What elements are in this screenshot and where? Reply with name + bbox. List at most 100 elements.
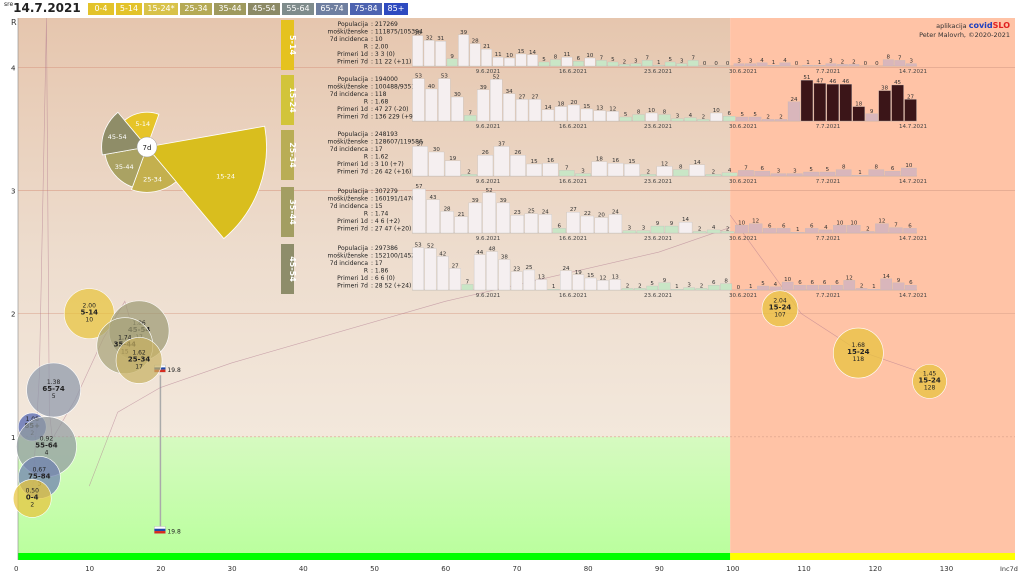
age-button-5564[interactable]: 55-64 bbox=[282, 3, 314, 15]
panel-bar bbox=[412, 146, 428, 177]
rose-segment-45-54 bbox=[101, 111, 148, 156]
panel-bar bbox=[684, 117, 697, 122]
bar-value: 8 bbox=[679, 165, 683, 171]
stat-name: Primeri 7d bbox=[337, 226, 368, 233]
bar-value: 42 bbox=[439, 251, 446, 257]
panel-group-label: 25-34 bbox=[288, 142, 297, 168]
stat-name: Populacija bbox=[338, 188, 369, 195]
stat-name: moški/ženske bbox=[327, 84, 368, 91]
panel-bar bbox=[875, 223, 889, 234]
bar-value: 6 bbox=[909, 280, 913, 286]
panel-bar bbox=[658, 282, 671, 291]
bubble-inc: 10 bbox=[85, 317, 93, 324]
age-button-3544[interactable]: 35-44 bbox=[214, 3, 246, 15]
stat-name: 7d incidenca bbox=[330, 203, 369, 210]
panel-bar bbox=[695, 288, 708, 291]
age-button-4554[interactable]: 45-54 bbox=[248, 3, 280, 15]
age-button-04[interactable]: 0-4 bbox=[88, 3, 114, 15]
bar-value: 30 bbox=[454, 92, 461, 98]
bar-value: 12 bbox=[661, 161, 668, 167]
bar-value: 10 bbox=[784, 277, 791, 283]
age-button-7584[interactable]: 75-84 bbox=[350, 3, 382, 15]
panel-bar bbox=[843, 280, 856, 291]
panel-bar bbox=[510, 271, 523, 291]
age-button-1524[interactable]: 15-24* bbox=[144, 3, 178, 15]
bar-value: 16 bbox=[612, 158, 619, 164]
rose-segment-35-44 bbox=[104, 146, 148, 188]
panel-bar bbox=[493, 146, 510, 177]
bubble-r: 2.04 bbox=[773, 298, 787, 305]
panel-date: 7.7.2021 bbox=[816, 179, 841, 185]
bubble-25-34 bbox=[115, 337, 163, 384]
stat-name: Populacija bbox=[338, 21, 369, 28]
panel-date: 23.6.2021 bbox=[644, 236, 672, 242]
bar-value: 8 bbox=[887, 55, 891, 61]
bubble-65-74 bbox=[26, 362, 81, 418]
y-tick-label: 1 bbox=[11, 434, 15, 442]
x-tick-label: 80 bbox=[584, 565, 593, 573]
bar-value: 7 bbox=[744, 165, 748, 171]
bar-value: 27 bbox=[532, 94, 539, 100]
panel-bar bbox=[461, 284, 474, 291]
panel-bar bbox=[595, 60, 607, 67]
panel-bar bbox=[435, 41, 447, 67]
bar-value: 8 bbox=[637, 110, 641, 116]
bar-value: 3 bbox=[793, 169, 797, 175]
x-axis-title: Inc7d bbox=[1000, 565, 1018, 573]
panel-bar bbox=[560, 270, 572, 291]
bar-value: 6 bbox=[577, 56, 581, 62]
bar-value: 5 bbox=[668, 57, 672, 63]
panel-bar bbox=[458, 34, 470, 67]
panel-bar bbox=[523, 269, 535, 291]
panel-bar bbox=[819, 229, 833, 234]
stat-name: R bbox=[364, 44, 368, 51]
stat-name: Populacija bbox=[338, 76, 369, 83]
panel-bar bbox=[412, 35, 424, 67]
bar-value: 7 bbox=[469, 110, 473, 116]
panel-bar bbox=[884, 171, 901, 177]
stat-value: : 160191/147088 bbox=[371, 196, 423, 203]
bar-value: 3 bbox=[581, 169, 585, 175]
panel-bar bbox=[733, 63, 745, 67]
panel-group-label: 35-44 bbox=[288, 199, 297, 225]
bar-value: 28 bbox=[472, 39, 479, 45]
top-bar: sre14.7.2021 0-4 5-14 15-24* 25-34 35-44 45-5… bbox=[0, 0, 1024, 18]
bar-value: 7 bbox=[600, 55, 604, 61]
bar-value: 3 bbox=[634, 59, 638, 65]
panel-bar bbox=[664, 225, 679, 234]
panel-bar bbox=[561, 57, 573, 67]
bar-value: 2 bbox=[702, 114, 706, 120]
age-button-514[interactable]: 5-14 bbox=[116, 3, 142, 15]
panel-bar bbox=[498, 259, 511, 291]
age-button-2534[interactable]: 25-34 bbox=[180, 3, 212, 15]
bar-value: 27 bbox=[519, 94, 526, 100]
bar-value: 7 bbox=[646, 55, 650, 61]
panel-bar bbox=[658, 114, 671, 122]
panel-bar bbox=[689, 164, 705, 177]
bubble-r: 1.45 bbox=[923, 370, 937, 377]
panel-bar bbox=[436, 256, 449, 291]
stat-value: : 26 42 (+16) bbox=[371, 169, 411, 176]
x-tick-label: 20 bbox=[156, 565, 165, 573]
bar-value: 11 bbox=[563, 52, 570, 58]
panel-date: 14.7.2021 bbox=[899, 236, 927, 242]
panel-bar bbox=[619, 116, 632, 122]
bar-value: 9 bbox=[870, 109, 874, 115]
x-tick-label: 0 bbox=[14, 565, 18, 573]
panel-bar bbox=[607, 163, 624, 177]
age-button-85+[interactable]: 85+ bbox=[384, 3, 408, 15]
panel-bar bbox=[787, 173, 803, 177]
x-tick-label: 120 bbox=[869, 565, 882, 573]
bar-value: 8 bbox=[875, 165, 879, 171]
panel-bar bbox=[852, 106, 865, 122]
bubble-15-24 bbox=[833, 327, 884, 379]
panel-bar bbox=[541, 109, 555, 122]
panel-date: 14.7.2021 bbox=[899, 179, 927, 185]
bar-value: 13 bbox=[538, 275, 545, 281]
panel-bar bbox=[803, 171, 819, 177]
age-button-6574[interactable]: 65-74 bbox=[316, 3, 348, 15]
bar-value: 3 bbox=[676, 114, 680, 120]
flag-label: 19.8 bbox=[167, 528, 181, 535]
stat-value: : 2.00 bbox=[371, 44, 388, 51]
